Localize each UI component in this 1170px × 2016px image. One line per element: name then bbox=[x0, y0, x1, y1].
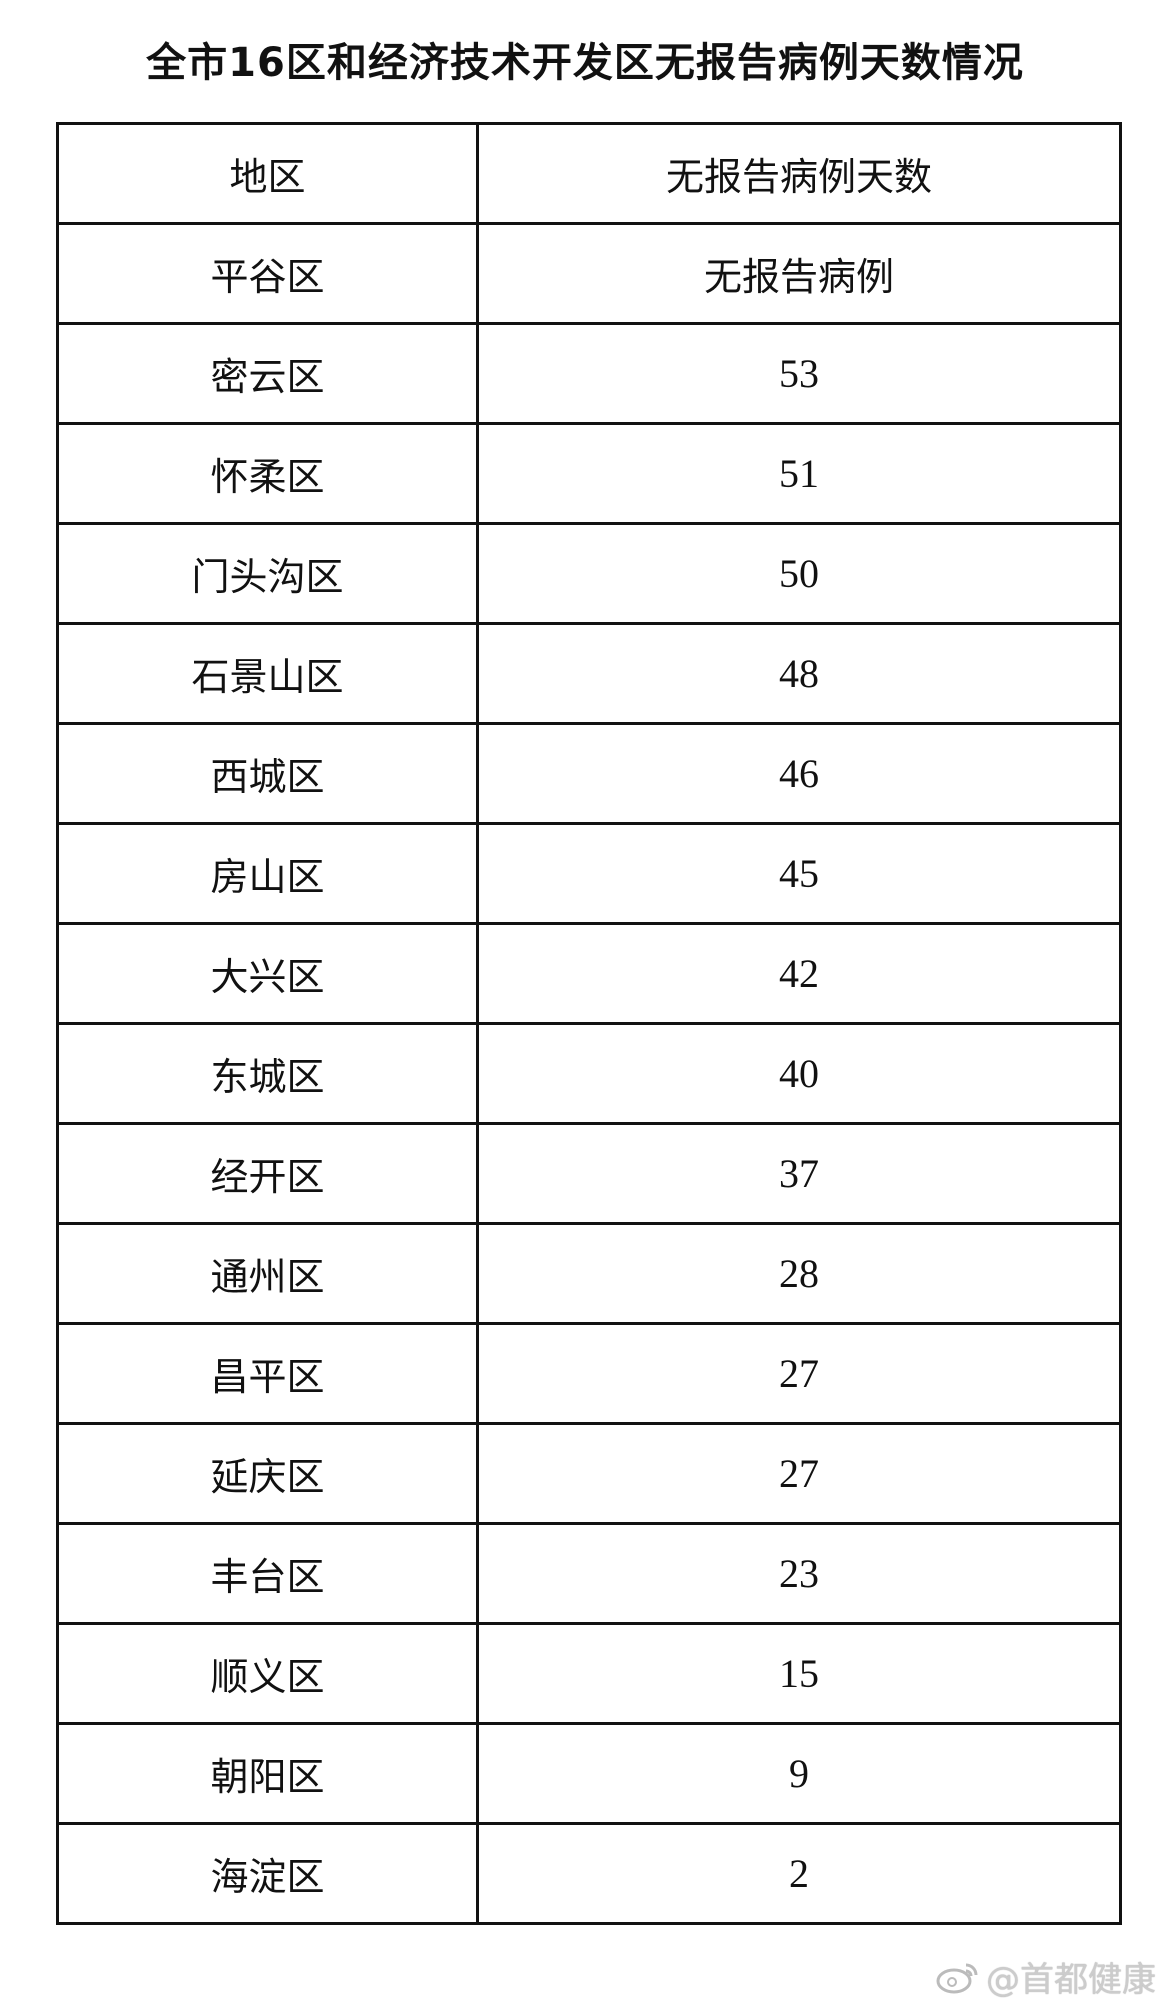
watermark-text: @首都健康 bbox=[986, 1960, 1156, 2000]
days-cell: 37 bbox=[476, 1122, 1122, 1225]
days-cell: 23 bbox=[476, 1522, 1122, 1625]
watermark: @首都健康 bbox=[936, 1952, 1156, 2001]
table-row: 石景山区 48 bbox=[56, 622, 1122, 725]
days-cell: 2 bbox=[476, 1822, 1122, 1925]
days-cell: 27 bbox=[476, 1422, 1122, 1525]
table-row: 经开区 37 bbox=[56, 1122, 1122, 1225]
no-case-days-table: 地区 无报告病例天数 平谷区 无报告病例 密云区 53 怀柔区 51 门头沟区 50 石景山区 4… bbox=[56, 122, 1122, 1925]
table-row: 通州区 28 bbox=[56, 1222, 1122, 1325]
table-row: 门头沟区 50 bbox=[56, 522, 1122, 625]
days-cell: 46 bbox=[476, 722, 1122, 825]
days-cell: 48 bbox=[476, 622, 1122, 725]
days-cell: 15 bbox=[476, 1622, 1122, 1725]
district-cell: 海淀区 bbox=[56, 1822, 479, 1925]
table-row: 东城区 40 bbox=[56, 1022, 1122, 1125]
district-cell: 经开区 bbox=[56, 1122, 479, 1225]
table-row: 延庆区 27 bbox=[56, 1422, 1122, 1525]
header-days: 无报告病例天数 bbox=[476, 122, 1122, 225]
table-header-row: 地区 无报告病例天数 bbox=[56, 122, 1122, 225]
district-cell: 大兴区 bbox=[56, 922, 479, 1025]
table-row: 西城区 46 bbox=[56, 722, 1122, 825]
days-cell: 42 bbox=[476, 922, 1122, 1025]
header-district: 地区 bbox=[56, 122, 479, 225]
days-cell: 53 bbox=[476, 322, 1122, 425]
table-row: 海淀区 2 bbox=[56, 1822, 1122, 1925]
district-cell: 通州区 bbox=[56, 1222, 479, 1325]
page-title: 全市16区和经济技术开发区无报告病例天数情况 bbox=[146, 40, 1024, 86]
district-cell: 西城区 bbox=[56, 722, 479, 825]
table-row: 朝阳区 9 bbox=[56, 1722, 1122, 1825]
table-row: 怀柔区 51 bbox=[56, 422, 1122, 525]
district-cell: 顺义区 bbox=[56, 1622, 479, 1725]
days-cell: 50 bbox=[476, 522, 1122, 625]
days-cell: 45 bbox=[476, 822, 1122, 925]
district-cell: 房山区 bbox=[56, 822, 479, 925]
table-row: 大兴区 42 bbox=[56, 922, 1122, 1025]
district-cell: 门头沟区 bbox=[56, 522, 479, 625]
days-cell: 27 bbox=[476, 1322, 1122, 1425]
district-cell: 怀柔区 bbox=[56, 422, 479, 525]
table-row: 丰台区 23 bbox=[56, 1522, 1122, 1625]
table-row: 平谷区 无报告病例 bbox=[56, 222, 1122, 325]
district-cell: 石景山区 bbox=[56, 622, 479, 725]
district-cell: 密云区 bbox=[56, 322, 479, 425]
table-row: 密云区 53 bbox=[56, 322, 1122, 425]
table-row: 昌平区 27 bbox=[56, 1322, 1122, 1425]
weibo-icon bbox=[936, 1963, 978, 1993]
days-cell: 9 bbox=[476, 1722, 1122, 1825]
table-row: 顺义区 15 bbox=[56, 1622, 1122, 1725]
district-cell: 延庆区 bbox=[56, 1422, 479, 1525]
days-cell: 无报告病例 bbox=[476, 222, 1122, 325]
district-cell: 平谷区 bbox=[56, 222, 479, 325]
days-cell: 40 bbox=[476, 1022, 1122, 1125]
days-cell: 51 bbox=[476, 422, 1122, 525]
table-row: 房山区 45 bbox=[56, 822, 1122, 925]
district-cell: 朝阳区 bbox=[56, 1722, 479, 1825]
days-cell: 28 bbox=[476, 1222, 1122, 1325]
district-cell: 丰台区 bbox=[56, 1522, 479, 1625]
district-cell: 昌平区 bbox=[56, 1322, 479, 1425]
district-cell: 东城区 bbox=[56, 1022, 479, 1125]
